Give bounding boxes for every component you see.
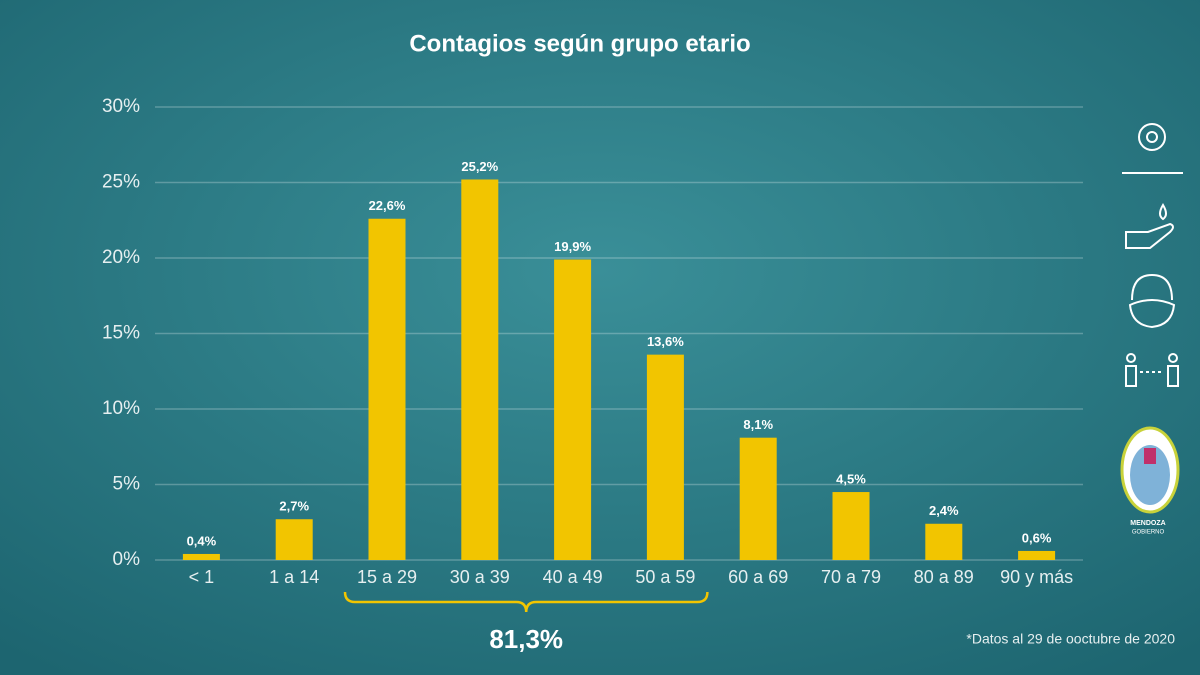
x-tick-label: 1 a 14: [269, 567, 319, 587]
annotation: 81,3%: [489, 624, 563, 654]
x-tick-label: 30 a 39: [450, 567, 510, 587]
y-tick-label: 5%: [113, 474, 141, 495]
x-tick-label: 40 a 49: [543, 567, 603, 587]
side-icons: [1122, 123, 1183, 387]
bar: [832, 492, 870, 560]
value-label: 19,9%: [554, 239, 591, 254]
y-tick-label: 15%: [102, 323, 140, 344]
footnote: *Datos al 29 de ooctubre de 2020: [966, 631, 1175, 647]
bar: [275, 519, 313, 560]
logo-cap: [1144, 448, 1156, 464]
bar: [646, 354, 684, 560]
value-label: 13,6%: [647, 334, 684, 349]
x-tick-label: 80 a 89: [914, 567, 974, 587]
logo-subtitle: GOBIERNO: [1132, 530, 1165, 536]
bracket: [343, 591, 709, 613]
value-label: 22,6%: [369, 198, 406, 213]
bar: [461, 179, 499, 561]
bar: [368, 218, 406, 561]
y-tick-label: 10%: [102, 398, 140, 419]
value-label: 2,7%: [279, 499, 309, 514]
value-label: 4,5%: [836, 471, 866, 486]
bar: [182, 553, 220, 560]
x-tick-label: 90 y más: [1000, 567, 1073, 587]
bar: [554, 259, 592, 560]
value-label: 0,4%: [187, 533, 217, 548]
value-label: 0,6%: [1022, 530, 1052, 545]
x-tick-label: 50 a 59: [635, 567, 695, 587]
y-tick-label: 20%: [102, 247, 140, 268]
bar: [925, 523, 963, 560]
x-tick-label: 70 a 79: [821, 567, 881, 587]
logo-field: [1130, 445, 1170, 505]
bar: [1018, 550, 1056, 560]
chart-title: Contagios según grupo etario: [409, 30, 750, 57]
x-tick-label: 60 a 69: [728, 567, 788, 587]
y-tick-label: 25%: [102, 172, 140, 193]
y-tick-label: 30%: [102, 96, 140, 117]
value-label: 2,4%: [929, 503, 959, 518]
value-label: 8,1%: [743, 417, 773, 432]
y-tick-label: 0%: [113, 549, 141, 570]
logo: MENDOZA GOBIERNO: [1120, 426, 1180, 536]
bar: [739, 437, 777, 560]
value-label: 25,2%: [461, 159, 498, 174]
x-tick-label: 15 a 29: [357, 567, 417, 587]
x-tick-label: < 1: [189, 567, 215, 587]
logo-name: MENDOZA: [1130, 520, 1165, 527]
